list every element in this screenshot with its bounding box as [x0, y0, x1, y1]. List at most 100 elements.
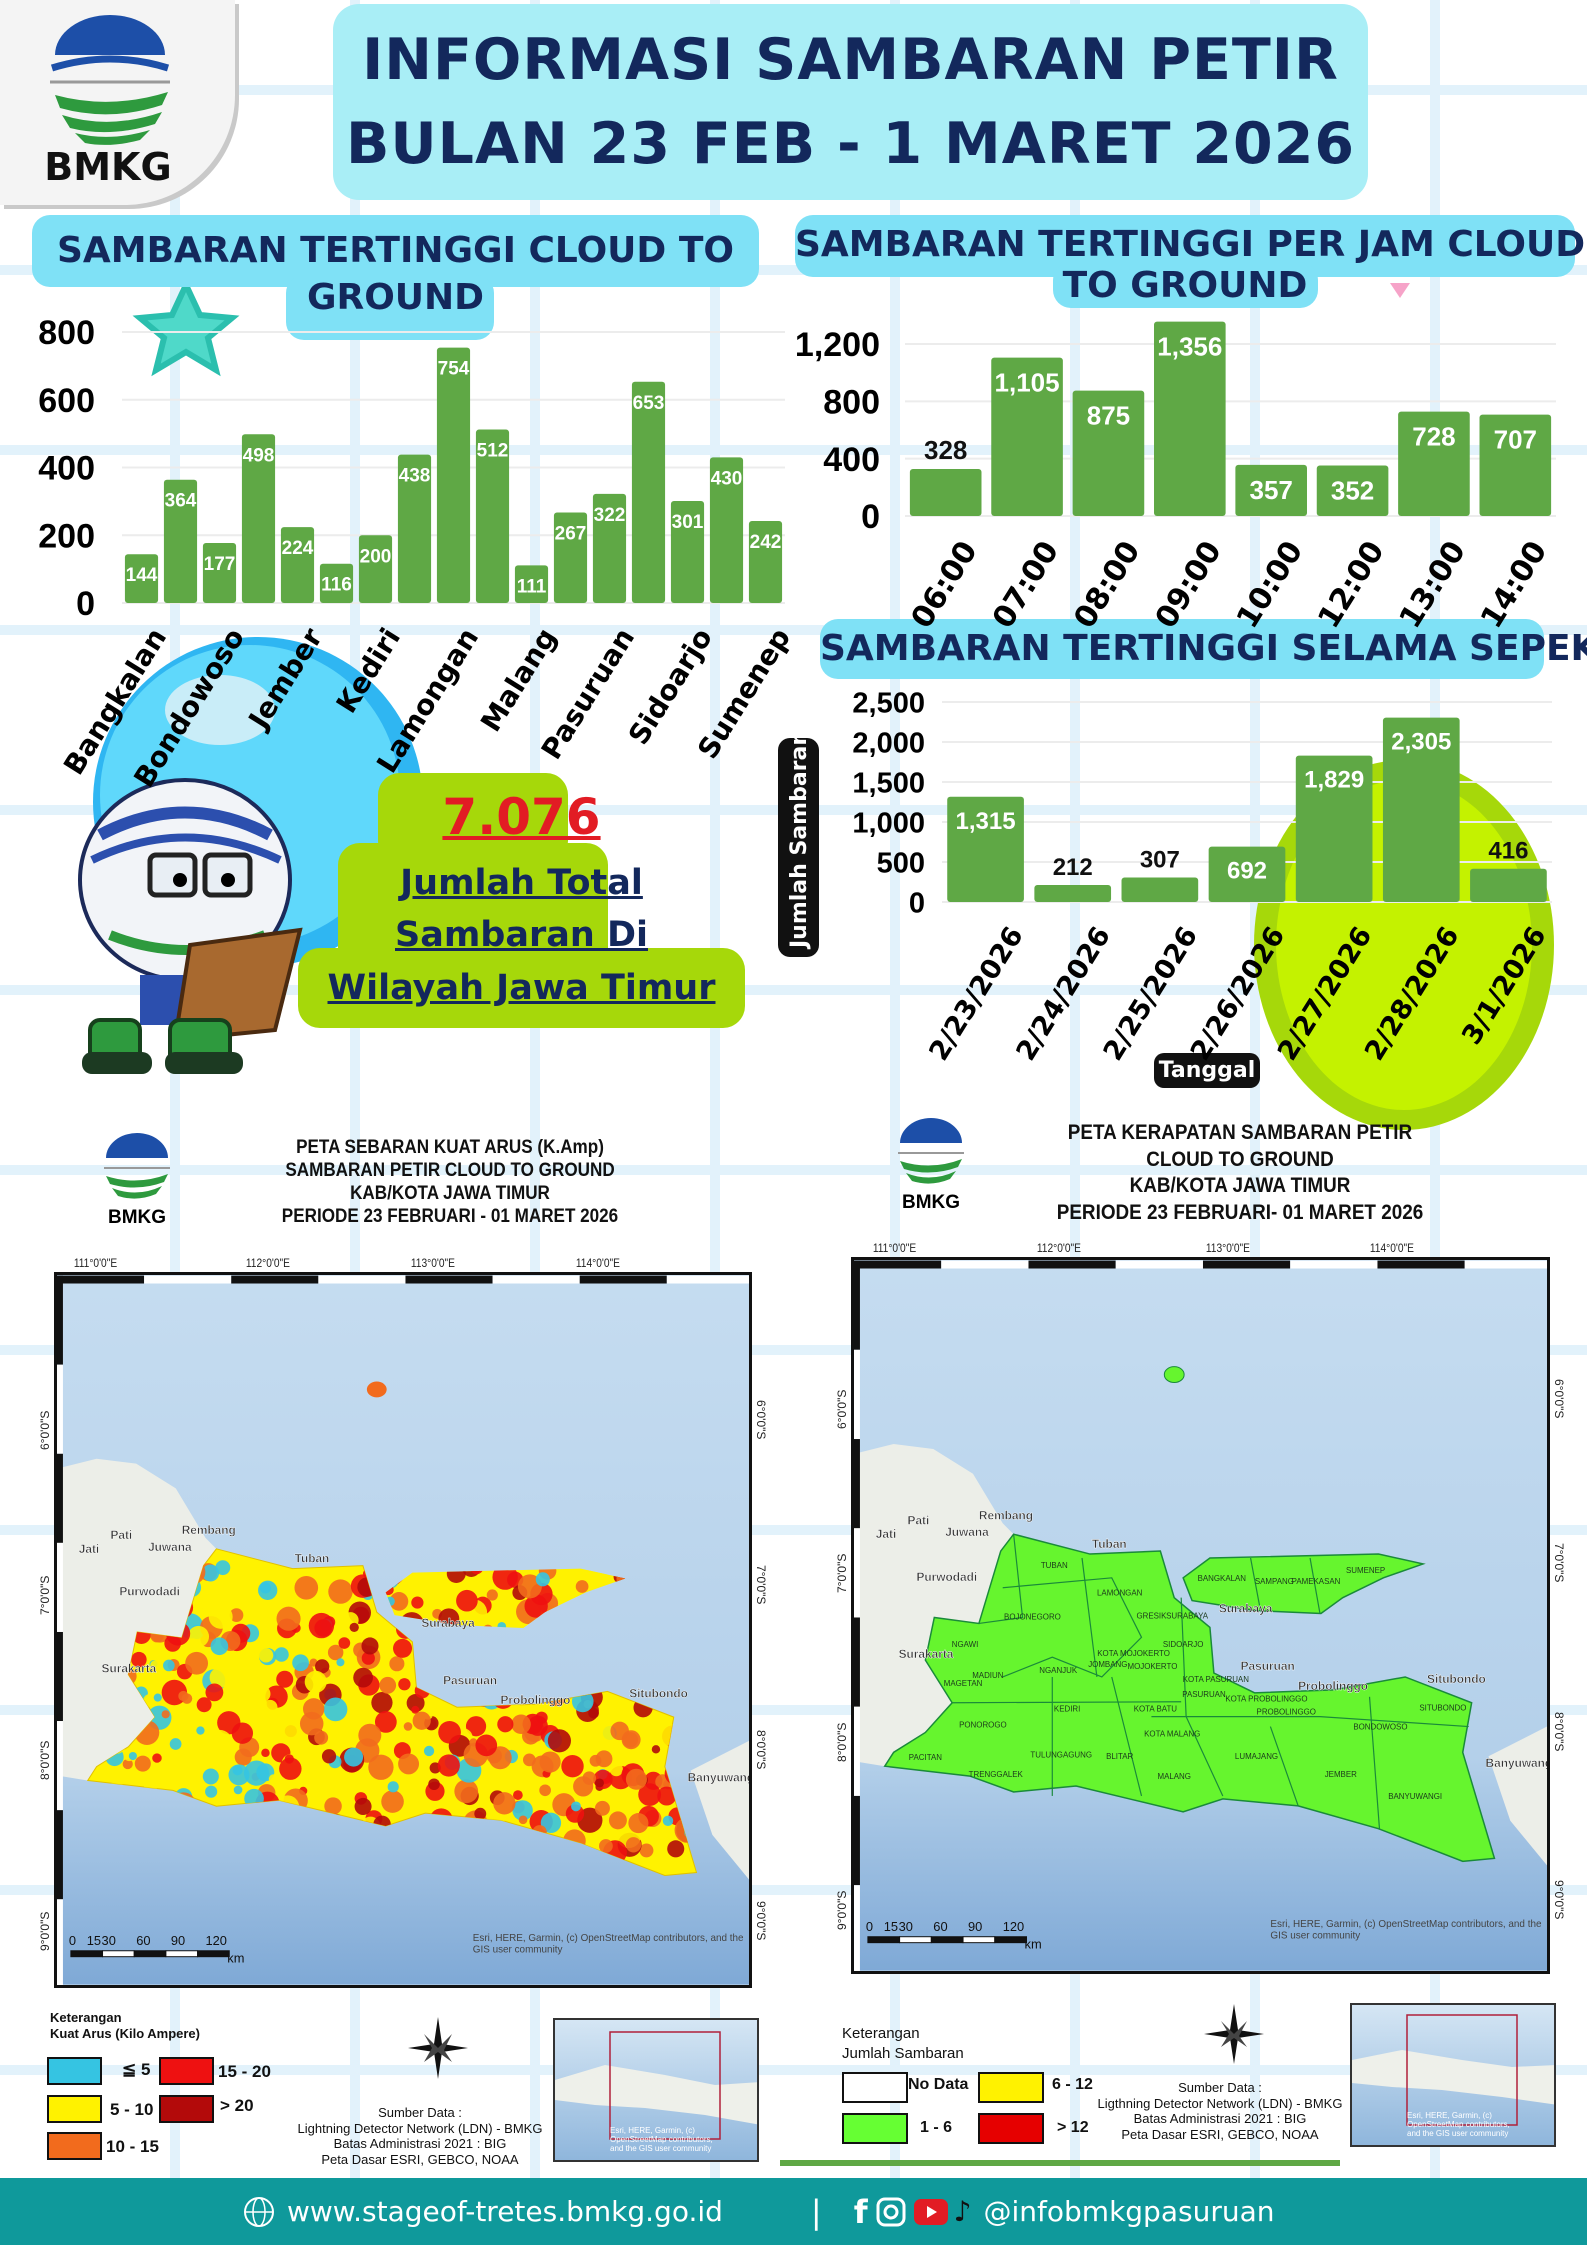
- value-label: 692: [1227, 858, 1267, 885]
- chart-1: 0 400 800 1,200 328 06:00 1,105 07:00 875 08:00 1,…: [795, 321, 1556, 635]
- scale-label: 15: [87, 1933, 101, 1948]
- x-tick-label: 13:00: [1393, 535, 1473, 635]
- graticule-bar: [144, 1275, 232, 1284]
- value-label: 754: [438, 359, 470, 380]
- latitude-label: 7°0'0"S: [835, 1553, 849, 1593]
- facebook-icon[interactable]: f: [853, 2192, 868, 2231]
- intensity-cell: [169, 1738, 182, 1750]
- value-label: 653: [633, 393, 665, 414]
- intensity-cell: [411, 1705, 420, 1714]
- source-line: Peta Dasar ESRI, GEBCO, NOAA: [321, 2151, 519, 2167]
- intensity-cell: [361, 1651, 375, 1665]
- intensity-cell: [511, 1714, 531, 1735]
- scale-segment: [930, 1936, 964, 1944]
- y-tick-label: 400: [823, 441, 880, 479]
- regency-label: PROBOLINGGO: [1257, 1708, 1316, 1717]
- regency-label: SITUBONDO: [1419, 1704, 1466, 1713]
- y-tick-label: 0: [76, 585, 95, 623]
- intensity-cell: [196, 1726, 205, 1735]
- intensity-cell: [598, 1839, 613, 1853]
- longitude-label: 112°0'0"E: [1036, 1241, 1081, 1255]
- legend-swatch-15-20: [159, 2057, 214, 2085]
- latitude-label: 9°0'0"S: [754, 1901, 768, 1941]
- intensity-cell: [398, 1678, 411, 1691]
- scale-label: 30: [102, 1933, 116, 1948]
- intensity-cell: [233, 1785, 243, 1795]
- strike-density-map[interactable]: TUBAN LAMONGAN BOJONEGORO GRESIK SURABAYA NGA…: [851, 1257, 1550, 1974]
- map2-title-line: PERIODE 23 FEBRUARI- 01 MARET 2026: [1056, 1200, 1424, 1224]
- central-java-land: [57, 1458, 217, 1781]
- bar: [1470, 868, 1547, 902]
- map2-title: PETA KERAPATAN SAMBARAN PETIR CLOUD TO G…: [1033, 1120, 1447, 1226]
- attribution-text: Esri, HERE, Garmin, (c) OpenStreetMap co…: [1270, 1918, 1542, 1942]
- current-intensity-map[interactable]: Rembang Pati Juwana Jati Purwodadi Surakarta T…: [54, 1272, 752, 1988]
- intensity-cell: [368, 1754, 394, 1780]
- regency-label: BANYUWANGI: [1388, 1792, 1442, 1801]
- place-label: Purwodadi: [916, 1570, 977, 1584]
- longitude-label: 113°0'0"E: [410, 1256, 455, 1270]
- value-label: 352: [1331, 476, 1374, 506]
- y-tick-label: 200: [38, 517, 95, 555]
- legend-title: Keterangan: [842, 2025, 920, 2042]
- legend-label: > 12: [1057, 2119, 1089, 2136]
- intensity-cell: [336, 1658, 345, 1667]
- latitude-label: 6°0'0"S: [754, 1400, 768, 1440]
- regency-label: KOTA PROBOLINGGO: [1225, 1695, 1307, 1704]
- x-tick-label: 07:00: [986, 535, 1066, 635]
- value-label: 224: [282, 538, 314, 559]
- social-handle[interactable]: @infobmkgpasuruan: [983, 2195, 1275, 2228]
- legend-swatch-6-12: [978, 2072, 1044, 2103]
- intensity-cell: [638, 1783, 662, 1806]
- graticule-bar: [579, 1275, 667, 1284]
- bar: [909, 468, 982, 516]
- intensity-cell: [651, 1745, 661, 1754]
- regency-boundary: [1368, 1696, 1381, 1829]
- scale-segment: [994, 1936, 1028, 1944]
- map1-title-line: SAMBARAN PETIR CLOUD TO GROUND: [285, 1160, 615, 1181]
- regency-label: LUMAJANG: [1235, 1752, 1278, 1761]
- intensity-cell: [342, 1704, 369, 1730]
- place-label: Jati: [79, 1542, 99, 1556]
- regency-label: SAMPANG: [1255, 1577, 1294, 1586]
- latitude-label: 6°0'0"S: [38, 1410, 52, 1450]
- page-title-line1: INFORMASI SAMBARAN PETIR: [362, 27, 1339, 93]
- latitude-label: 7°0'0"S: [38, 1575, 52, 1615]
- youtube-icon[interactable]: [913, 2197, 948, 2227]
- intensity-cell: [315, 1659, 330, 1674]
- y-tick-label: 400: [38, 450, 95, 488]
- intensity-cell: [486, 1589, 498, 1601]
- source-line: Batas Administrasi 2021 : BIG: [333, 2136, 507, 2151]
- graticule-bar: [941, 1260, 1029, 1269]
- source-line: Sumber Data :: [378, 2105, 462, 2120]
- intensity-cell: [304, 1670, 327, 1693]
- regency-label: PONOROGO: [959, 1721, 1007, 1730]
- intensity-cell: [589, 1722, 615, 1748]
- place-label: Pasuruan: [443, 1673, 497, 1687]
- page-title-line2: BULAN 23 FEB - 1 MARET 2026: [345, 111, 1356, 177]
- regency-label: BANGKALAN: [1198, 1574, 1247, 1583]
- longitude-label: 113°0'0"E: [1205, 1241, 1250, 1255]
- website-link[interactable]: www.stageof-tretes.bmkg.go.id: [287, 2195, 723, 2228]
- graticule-bar: [57, 1631, 63, 1722]
- intensity-cell: [610, 1721, 629, 1741]
- intensity-cell: [657, 1831, 671, 1845]
- latitude-label: 7°0'0"S: [754, 1565, 768, 1605]
- graticule-bar: [57, 1810, 63, 1900]
- place-label: Situbondo: [1427, 1672, 1486, 1686]
- place-label: Pati: [908, 1513, 930, 1527]
- intensity-cell: [389, 1656, 405, 1672]
- value-label: 364: [165, 491, 197, 512]
- intensity-cell: [512, 1800, 533, 1821]
- intensity-cell: [497, 1716, 514, 1733]
- value-label: 328: [924, 435, 967, 465]
- bar: [397, 454, 432, 603]
- instagram-icon[interactable]: [876, 2197, 906, 2227]
- intensity-cell: [381, 1790, 404, 1813]
- regency-label: SIDOARJO: [1163, 1640, 1204, 1649]
- graticule-bar: [1202, 1260, 1291, 1269]
- regency-boundary: [1081, 1557, 1098, 1678]
- place-label: Surakarta: [102, 1662, 157, 1676]
- tiktok-icon[interactable]: ♪: [953, 2195, 972, 2228]
- legend-subtitle: Jumlah Sambaran: [842, 2045, 964, 2062]
- intensity-cell: [162, 1776, 172, 1785]
